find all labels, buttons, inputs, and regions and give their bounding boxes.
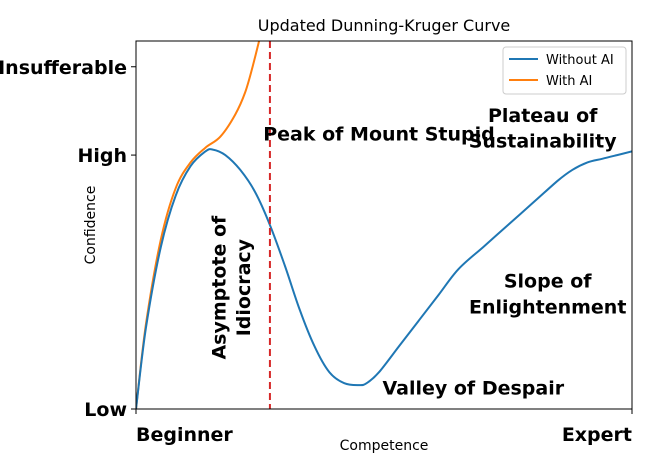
x-axis-label: Competence bbox=[340, 438, 429, 454]
annotation-enlightenment: Enlightenment bbox=[469, 296, 626, 318]
annotation-asymptote-of: Asymptote of bbox=[208, 215, 230, 360]
series-line-without-ai bbox=[136, 148, 632, 409]
annotation-sustainability: Sustainability bbox=[469, 131, 618, 153]
series-line-with-ai bbox=[136, 41, 261, 409]
plot-area bbox=[136, 41, 632, 409]
x-tick-label-beginner: Beginner bbox=[136, 424, 233, 446]
y-axis-label: Confidence bbox=[83, 186, 99, 265]
y-tick-label-high: High bbox=[77, 145, 127, 167]
x-tick-label-expert: Expert bbox=[562, 424, 632, 446]
annotation-peak-of-mount-stupid: Peak of Mount Stupid bbox=[263, 123, 495, 145]
axis-ticks: Beginner Expert Low High Insufferable bbox=[0, 57, 633, 446]
legend-label-with-ai: With AI bbox=[546, 74, 592, 89]
annotation-valley-of-despair: Valley of Despair bbox=[382, 377, 564, 399]
annotation-plateau-of: Plateau of bbox=[488, 105, 598, 127]
legend: Without AI With AI bbox=[502, 46, 627, 95]
legend-label-without-ai: Without AI bbox=[546, 53, 614, 68]
y-tick-label-low: Low bbox=[84, 399, 127, 421]
y-tick-label-insufferable: Insufferable bbox=[0, 57, 127, 79]
annotation-slope-of: Slope of bbox=[504, 271, 592, 293]
plot-frame bbox=[135, 40, 633, 410]
annotation-idiocracy: Idiocracy bbox=[233, 238, 255, 336]
chart-title: Updated Dunning-Kruger Curve bbox=[258, 16, 511, 35]
